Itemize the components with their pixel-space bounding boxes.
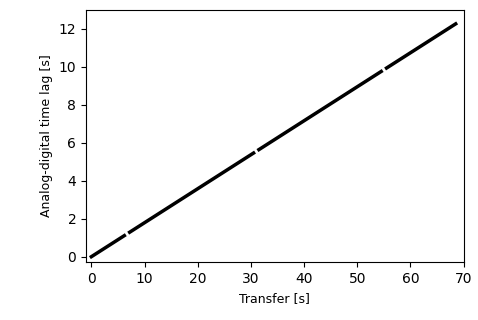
Y-axis label: Analog-digital time lag [s]: Analog-digital time lag [s] bbox=[40, 55, 53, 217]
X-axis label: Transfer [s]: Transfer [s] bbox=[239, 292, 310, 305]
